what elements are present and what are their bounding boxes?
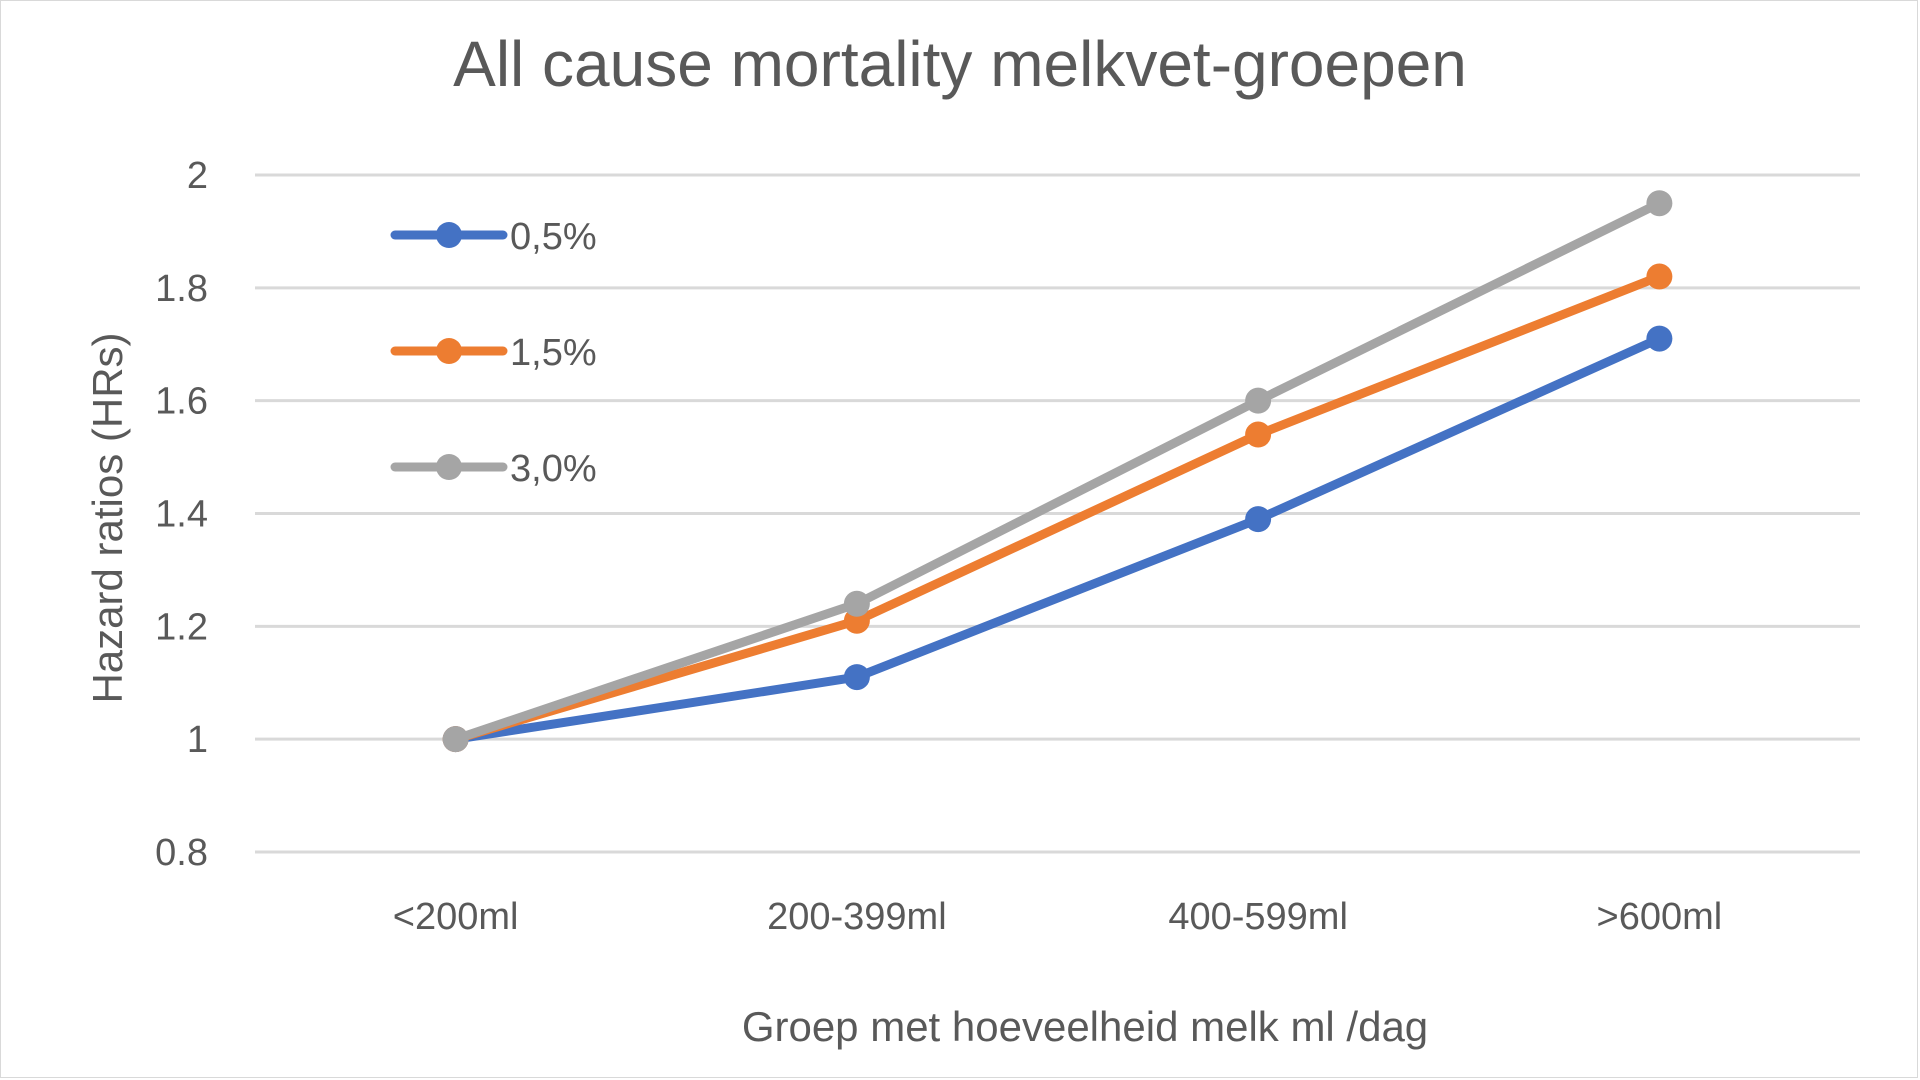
series-layer	[442, 190, 1673, 753]
y-tick-label: 0.8	[155, 832, 208, 874]
x-tick-label: <200ml	[393, 896, 519, 938]
y-tick-label: 1.6	[155, 381, 208, 423]
legend-swatch-marker	[436, 338, 462, 364]
legend-swatch-marker	[436, 454, 462, 480]
y-tick-label: 1.8	[155, 268, 208, 310]
data-point	[1646, 190, 1673, 217]
legend-label: 1,5%	[510, 332, 597, 374]
data-point	[1245, 387, 1272, 414]
y-axis-ticks: 0.8 1 1.2 1.4 1.6 1.8 2	[155, 155, 208, 874]
data-point	[1245, 421, 1272, 448]
x-tick-label: 200-399ml	[767, 896, 947, 938]
series-line	[451, 334, 1664, 744]
data-point	[1646, 263, 1673, 290]
chart-title: All cause mortality melkvet-groepen	[453, 28, 1467, 100]
gridlines	[255, 173, 1860, 854]
series-line	[451, 198, 1664, 744]
y-tick-label: 2	[187, 155, 208, 197]
y-tick-label: 1.2	[155, 606, 208, 648]
data-point	[442, 726, 469, 753]
x-tick-label: 400-599ml	[1168, 896, 1348, 938]
legend-label: 3,0%	[510, 448, 597, 490]
series-line	[451, 272, 1664, 744]
y-tick-label: 1.4	[155, 494, 208, 536]
y-tick-label: 1	[187, 719, 208, 761]
data-point	[843, 664, 870, 691]
x-axis-title: Groep met hoeveelheid melk ml /dag	[742, 1003, 1428, 1050]
series-3	[442, 190, 1673, 753]
legend-swatch-marker	[436, 222, 462, 248]
legend-item: 1,5%	[390, 332, 597, 374]
data-point	[1646, 325, 1673, 352]
legend-label: 0,5%	[510, 216, 597, 258]
x-axis-ticks: <200ml 200-399ml 400-599ml >600ml	[393, 896, 1722, 938]
legend-item: 3,0%	[390, 448, 597, 490]
data-point	[1245, 506, 1272, 533]
legend: 0,5% 1,5% 3,0%	[390, 216, 597, 490]
y-axis-title: Hazard ratios (HRs)	[84, 332, 131, 703]
x-tick-label: >600ml	[1597, 896, 1723, 938]
data-point	[843, 590, 870, 617]
legend-item: 0,5%	[390, 216, 597, 258]
